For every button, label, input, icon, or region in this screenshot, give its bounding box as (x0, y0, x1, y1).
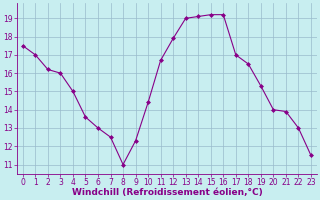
X-axis label: Windchill (Refroidissement éolien,°C): Windchill (Refroidissement éolien,°C) (72, 188, 262, 197)
